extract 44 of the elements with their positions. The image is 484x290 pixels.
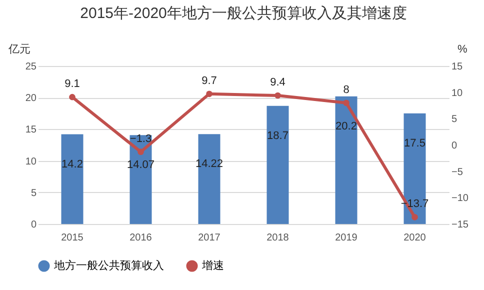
y2-tick-label: 0 — [452, 140, 458, 152]
point — [138, 148, 144, 155]
data-label: 8 — [343, 84, 350, 96]
x-tick-label: 2018 — [266, 232, 290, 244]
point — [206, 90, 212, 98]
y-axis-title: 亿元 — [8, 44, 30, 56]
y-tick-label: 0 — [30, 220, 37, 230]
y-tick-label: 25 — [25, 62, 37, 72]
x-tick-label: 2020 — [404, 232, 426, 244]
bar — [61, 134, 84, 224]
x-tick-label: 2016 — [130, 232, 152, 244]
y-tick-label: 5 — [30, 188, 37, 199]
bar — [266, 106, 289, 224]
y2-tick-label: 10 — [452, 88, 464, 99]
y2-axis-title: % — [458, 44, 468, 56]
y-tick-label: 20 — [25, 93, 37, 104]
legend-label: 增速 — [201, 259, 224, 272]
data-label: 9.4 — [270, 76, 286, 88]
data-label: 20.2 — [336, 120, 357, 132]
data-label: 9.1 — [64, 78, 80, 90]
point — [69, 94, 76, 100]
bar — [335, 96, 358, 224]
point — [412, 214, 418, 220]
y2-tick-label: −5 — [452, 166, 464, 178]
y2-tick-label: −10 — [452, 193, 469, 204]
legend-label: 地方一般公共预算收入 — [53, 259, 164, 272]
data-label: 17.5 — [404, 137, 426, 150]
x-tick-label: 2017 — [198, 232, 221, 244]
x-tick-label: 2019 — [335, 232, 358, 244]
data-label: 18.7 — [267, 130, 288, 142]
y2-tick-label: 5 — [452, 114, 458, 126]
y-tick-label: 15 — [25, 124, 37, 136]
bar — [130, 135, 152, 224]
y2-tick-label: −15 — [452, 220, 469, 230]
x-tick-label: 2015 — [61, 232, 84, 244]
point — [274, 92, 281, 99]
y-tick-label: 10 — [25, 156, 37, 168]
chart-title: 2015年-2020年地方一般公共预算收入及其增速度 — [80, 5, 407, 22]
data-label: 9.7 — [202, 74, 217, 87]
point — [343, 100, 350, 106]
y2-tick-label: 15 — [452, 62, 464, 72]
bar — [198, 134, 220, 224]
data-label: 14.2 — [62, 158, 83, 170]
data-label: −1.3 — [130, 132, 152, 145]
